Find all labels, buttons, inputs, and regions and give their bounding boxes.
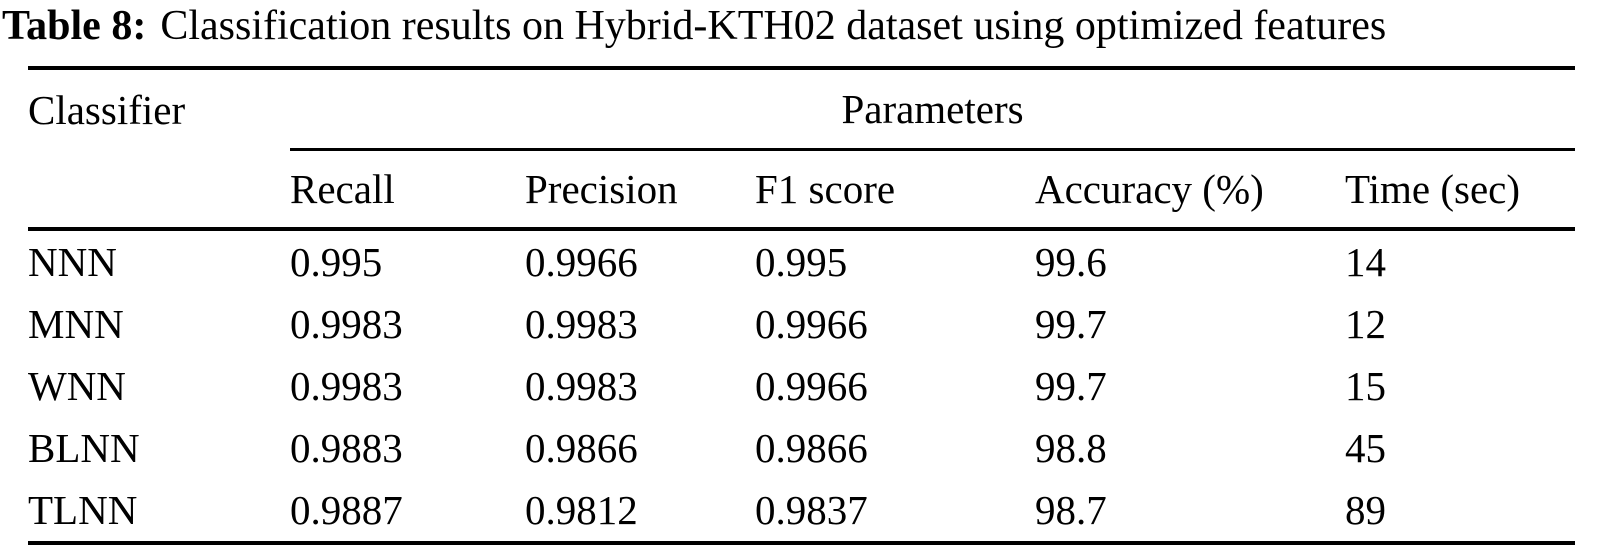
cell-recall: 0.9887 — [290, 479, 525, 545]
cell-classifier: MNN — [28, 301, 124, 347]
cell-recall: 0.9983 — [290, 363, 403, 409]
header-group-row: Classifier Parameters — [28, 66, 1576, 151]
cell-time: 15 — [1345, 363, 1386, 409]
table-row: NNN 0.995 0.9966 0.995 99.6 14 — [28, 229, 1575, 293]
column-header-classifier: Classifier — [28, 66, 290, 150]
cell-recall: 0.9883 — [290, 425, 403, 471]
header-sub-row: Recall Precision F1 score Accuracy (%) T… — [28, 149, 1576, 231]
cell-accuracy: 99.7 — [1035, 301, 1107, 347]
column-header-f1-score: F1 score — [755, 149, 1035, 231]
column-header-precision: Precision — [525, 149, 755, 231]
column-header-recall: Recall — [290, 149, 525, 231]
cell-f1-score: 0.9966 — [755, 363, 868, 409]
table-caption: Table 8: Classification results on Hybrid… — [2, 2, 1602, 50]
cell-f1-score: 0.995 — [755, 239, 848, 285]
table-row: MNN 0.9983 0.9983 0.9966 99.7 12 — [28, 293, 1575, 355]
column-group-header-parameters: Parameters — [290, 66, 1576, 151]
table-caption-text: Classification results on Hybrid-KTH02 d… — [160, 3, 1387, 49]
cell-recall: 0.995 — [290, 239, 383, 285]
cell-classifier: TLNN — [28, 479, 290, 545]
cell-precision: 0.9866 — [525, 425, 638, 471]
results-table: Classifier Parameters Recall Precision F… — [28, 66, 1576, 545]
cell-accuracy: 98.7 — [1035, 479, 1345, 545]
cell-classifier: BLNN — [28, 425, 140, 471]
column-header-empty — [28, 149, 290, 231]
cell-precision: 0.9983 — [525, 301, 638, 347]
cell-time: 12 — [1345, 301, 1386, 347]
column-header-time: Time (sec) — [1345, 149, 1576, 231]
cell-f1-score: 0.9966 — [755, 301, 868, 347]
cell-precision: 0.9966 — [525, 239, 638, 285]
table-row: TLNN 0.9887 0.9812 0.9837 98.7 89 — [28, 479, 1576, 545]
cell-classifier: NNN — [28, 239, 117, 285]
column-header-accuracy: Accuracy (%) — [1035, 149, 1345, 231]
cell-f1-score: 0.9866 — [755, 425, 868, 471]
cell-classifier: WNN — [28, 363, 126, 409]
cell-recall: 0.9983 — [290, 301, 403, 347]
cell-precision: 0.9812 — [525, 479, 755, 545]
table-row: BLNN 0.9883 0.9866 0.9866 98.8 45 — [28, 417, 1575, 479]
cell-time: 45 — [1345, 425, 1386, 471]
table-row: WNN 0.9983 0.9983 0.9966 99.7 15 — [28, 355, 1575, 417]
cell-accuracy: 99.6 — [1035, 239, 1107, 285]
cell-time: 14 — [1345, 239, 1386, 285]
cell-f1-score: 0.9837 — [755, 479, 1035, 545]
cell-precision: 0.9983 — [525, 363, 638, 409]
cell-time: 89 — [1345, 479, 1576, 545]
table-caption-label: Table 8: — [2, 3, 147, 49]
cell-accuracy: 98.8 — [1035, 425, 1107, 471]
cell-accuracy: 99.7 — [1035, 363, 1107, 409]
